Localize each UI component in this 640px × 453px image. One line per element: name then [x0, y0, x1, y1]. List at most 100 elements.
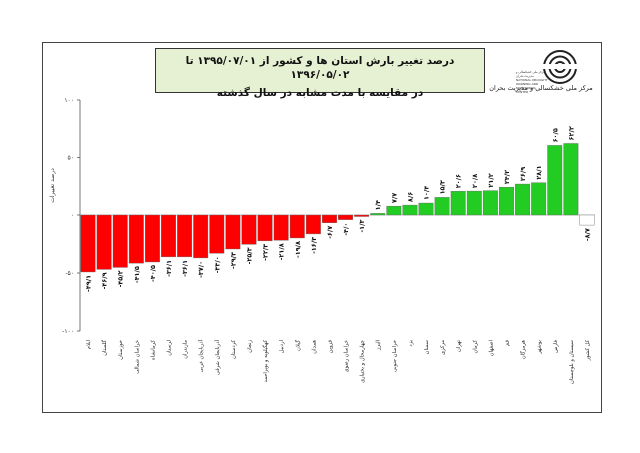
value-label-30: ۶۲/۲ [567, 126, 575, 140]
category-label-25: اصفهان [488, 340, 494, 356]
category-label-5: لرستان [167, 340, 173, 356]
value-label-22: ۱۵/۳ [439, 180, 447, 194]
bar-12 [273, 214, 289, 241]
bar-2 [112, 214, 128, 268]
category-label-1: گلستان [101, 339, 108, 355]
value-label-21: ۱۰/۴ [423, 186, 431, 200]
value-label-28: ۲۸/۱ [535, 165, 543, 179]
category-label-2: خوزستان [118, 340, 124, 360]
category-label-31: کل کشور [585, 339, 591, 361]
y-tick-label: ۰ [71, 212, 74, 219]
category-label-6: مازندران [183, 340, 189, 359]
category-label-19: خراسان جنوبی [392, 340, 398, 372]
category-label-23: تهران [456, 339, 462, 352]
category-label-27: هرمزگان [520, 340, 527, 359]
value-label-8: -۳۳/۰ [213, 256, 221, 273]
category-label-7: آذربایجان غربی [198, 339, 205, 372]
category-label-16: خراسان رضوی [344, 340, 350, 373]
drought-center-logo [542, 50, 578, 84]
category-label-4: کرمانشاه [150, 339, 156, 360]
bar-13 [289, 214, 305, 239]
value-label-19: ۷/۷ [390, 193, 398, 203]
value-label-4: -۴۰/۵ [149, 265, 157, 282]
chart-category-labels: ایلام گلستان خوزستان خراسان شمالی کرمانشاه لر… [86, 339, 591, 383]
category-label-15: قزوین [327, 339, 333, 353]
logo-small-caption: مرکز ملی خشکسالی و مدیریت بحران NATIONAL… [516, 70, 548, 94]
value-label-10: -۲۵/۳ [245, 247, 253, 264]
value-label-11: -۲۲/۳ [262, 244, 270, 261]
value-label-16: -۴/۰ [342, 223, 350, 236]
category-label-10: زنجان [247, 340, 253, 353]
bar-9 [225, 214, 241, 250]
value-label-1: -۴۶/۹ [101, 272, 109, 289]
category-label-21: سمنان [424, 340, 430, 354]
value-label-0: -۴۹/۱ [85, 275, 93, 292]
value-label-26: ۲۴/۲ [503, 170, 511, 184]
bar-5 [161, 214, 176, 258]
value-label-24: ۲۰/۸ [471, 174, 479, 188]
bar-22 [434, 197, 450, 216]
y-tick-label: -۵۰ [65, 270, 74, 277]
bar-23 [450, 191, 466, 216]
bar-19 [386, 205, 402, 216]
value-label-18: ۱/۴ [374, 200, 382, 210]
value-label-9: -۲۹/۳ [229, 252, 237, 269]
y-axis-label: درصد تغییرات [49, 168, 56, 203]
y-tick-label: -۱۰۰ [62, 328, 74, 335]
category-label-29: فارس [553, 339, 559, 352]
value-label-15: -۶/۷ [326, 226, 334, 239]
bar-14 [305, 214, 321, 235]
chart-bars [80, 143, 595, 273]
bar-29 [547, 145, 563, 216]
bar-0 [80, 214, 96, 273]
bar-16 [338, 214, 353, 220]
chart-title: درصد تغییر بارش استان ها و کشور از ۱۳۹۵/… [185, 55, 455, 81]
bar-15 [322, 214, 337, 223]
y-tick-label: ۵۰ [68, 155, 74, 162]
value-label-12: -۲۱/۸ [278, 243, 286, 260]
value-label-13: -۱۹/۸ [294, 241, 302, 258]
bar-10 [241, 214, 257, 245]
bar-25 [482, 190, 498, 216]
y-tick-label: ۱۰۰ [64, 97, 74, 104]
value-label-6: -۳۶/۱ [181, 260, 189, 277]
value-label-31: -۸/۷ [583, 228, 591, 241]
value-label-25: ۲۱/۲ [487, 173, 495, 187]
bar-26 [499, 186, 514, 216]
bar-24 [466, 190, 482, 216]
category-label-8: آذربایجان شرقی [214, 339, 221, 375]
bar-28 [531, 182, 547, 216]
bar-30 [563, 143, 579, 216]
value-label-29: ۶۰/۵ [551, 128, 559, 142]
category-label-28: بوشهر [537, 340, 543, 355]
category-label-20: یزد [408, 339, 414, 346]
bar-6 [177, 214, 193, 258]
bar-3 [128, 214, 144, 264]
bar-27 [515, 183, 531, 216]
bar-4 [144, 214, 160, 263]
chart-title-box: درصد تغییر بارش استان ها و کشور از ۱۳۹۵/… [155, 48, 485, 99]
value-label-2: -۴۵/۲ [117, 270, 125, 287]
value-label-27: ۲۶/۹ [519, 167, 527, 181]
category-label-11: کهگیلویه و بویراحمد [262, 339, 269, 382]
bar-21 [418, 202, 434, 216]
chart-value-labels: -۴۹/۱ -۴۶/۹ -۴۵/۲ -۴۱/۵ -۴۰/۵ -۳۶/۱ -۳۶/۱ -۳۷/۰… [85, 126, 592, 292]
category-label-0: ایلام [86, 340, 92, 349]
bar-31 [579, 214, 595, 226]
bar-17 [354, 214, 370, 217]
category-label-22: مرکزی [440, 340, 446, 355]
value-label-23: ۲۰/۶ [455, 174, 463, 188]
category-label-26: قم [504, 339, 510, 345]
bar-7 [193, 214, 209, 259]
value-label-17: -۱/۳ [358, 219, 366, 232]
category-label-12: اردبیل [279, 340, 285, 353]
value-label-5: -۳۶/۱ [165, 260, 173, 277]
category-label-13: گیلان [294, 339, 301, 350]
value-label-7: -۳۷/۰ [197, 261, 205, 278]
category-label-18: البرز [376, 340, 382, 351]
bar-20 [402, 204, 418, 216]
category-label-30: سیستان و بلوچستان [569, 340, 575, 384]
category-label-9: کردستان [231, 339, 237, 358]
bar-11 [257, 214, 273, 242]
